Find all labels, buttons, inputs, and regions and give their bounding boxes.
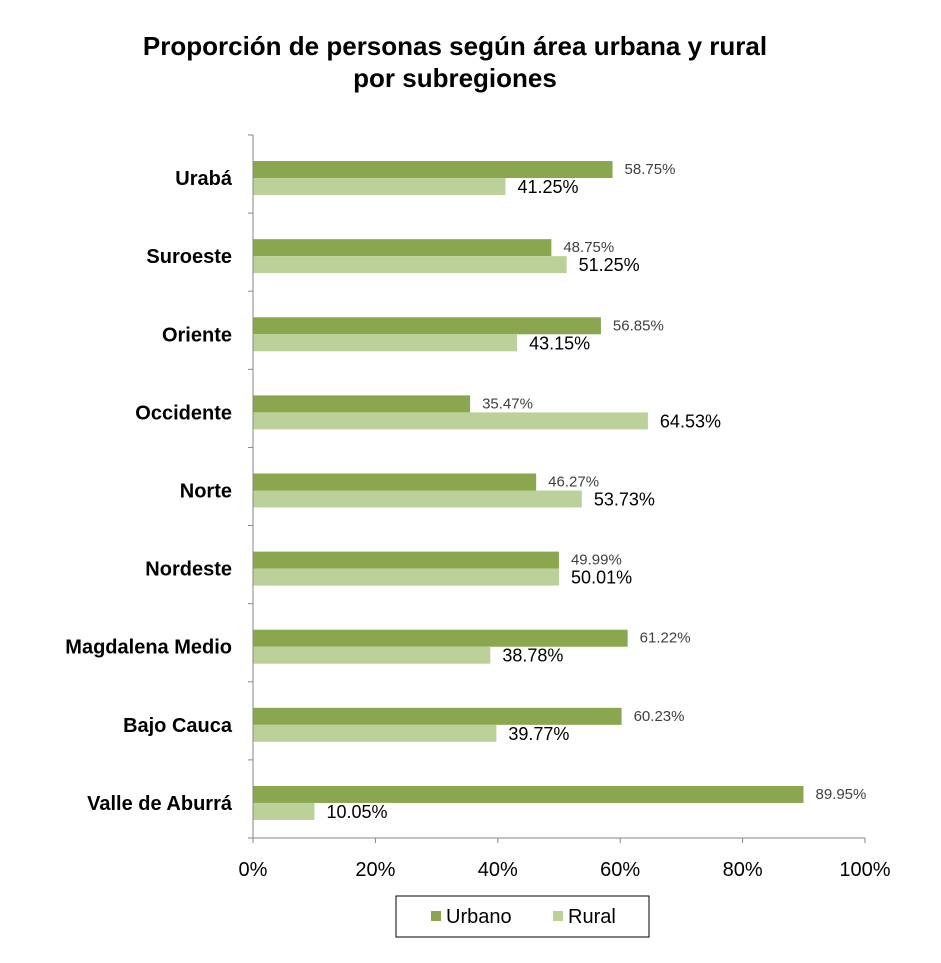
bar-rural xyxy=(253,568,560,586)
data-label-rural: 53.73% xyxy=(594,490,655,510)
legend-swatch-rural xyxy=(553,911,563,921)
legend-label-rural: Rural xyxy=(568,906,616,928)
bar-rural xyxy=(253,178,506,196)
bar-urbano xyxy=(253,707,622,725)
bar-rural xyxy=(253,256,567,274)
bar-rural xyxy=(253,334,518,352)
bar-urbano xyxy=(253,161,613,179)
bar-urbano xyxy=(253,629,628,647)
category-label: Valle de Aburrá xyxy=(87,793,233,815)
bar-rural xyxy=(253,724,497,742)
legend-swatch-urbano xyxy=(431,911,441,921)
chart-title-line-2: por subregiones xyxy=(353,63,557,93)
data-label-rural: 10.05% xyxy=(327,802,388,822)
data-label-rural: 43.15% xyxy=(529,333,590,353)
data-label-rural: 51.25% xyxy=(579,255,640,275)
data-label-urbano: 35.47% xyxy=(482,395,533,412)
legend-label-urbano: Urbano xyxy=(446,906,512,928)
x-tick-label: 100% xyxy=(839,859,890,881)
category-label: Bajo Cauca xyxy=(123,715,233,737)
category-label: Magdalena Medio xyxy=(65,637,232,659)
x-tick-label: 20% xyxy=(355,859,395,881)
data-label-urbano: 46.27% xyxy=(548,474,599,491)
data-label-rural: 50.01% xyxy=(571,568,632,588)
chart-title-line-1: Proporción de personas según área urbana… xyxy=(143,31,767,61)
category-label: Norte xyxy=(180,481,232,503)
category-label: Occidente xyxy=(135,402,232,424)
bar-urbano xyxy=(253,239,552,257)
legend: Urbano Rural xyxy=(395,895,650,938)
legend-box xyxy=(395,895,650,938)
data-label-urbano: 56.85% xyxy=(613,317,664,334)
category-label: Nordeste xyxy=(145,559,232,581)
data-label-rural: 64.53% xyxy=(660,411,721,431)
data-label-urbano: 61.22% xyxy=(640,630,691,647)
bar-rural xyxy=(253,646,491,664)
bar-urbano xyxy=(253,317,601,335)
category-label: Urabá xyxy=(175,168,233,190)
x-tick-label: 0% xyxy=(239,859,268,881)
x-tick-label: 40% xyxy=(478,859,518,881)
category-label: Suroeste xyxy=(146,246,232,268)
bar-rural xyxy=(253,802,315,820)
data-label-urbano: 60.23% xyxy=(634,708,685,725)
bar-urbano xyxy=(253,473,537,491)
bar-rural xyxy=(253,490,582,508)
bar-rural xyxy=(253,412,648,430)
data-label-urbano: 58.75% xyxy=(625,161,676,178)
x-tick-label: 60% xyxy=(600,859,640,881)
bar-urbano xyxy=(253,785,804,803)
plot-area: 58.75% 41.25% Urabá 48.75%51.25% Suroeste 56.… xyxy=(65,134,891,881)
category-label: Oriente xyxy=(162,324,232,346)
bar-urbano xyxy=(253,551,559,569)
data-label-urbano: 89.95% xyxy=(815,786,866,803)
bar-urbano xyxy=(253,395,471,413)
data-label-rural: 39.77% xyxy=(508,724,569,744)
data-label-urbano: 48.75% xyxy=(563,239,614,256)
data-label-rural: 38.78% xyxy=(502,646,563,666)
data-label-urbano: 49.99% xyxy=(571,552,622,569)
x-tick-label: 80% xyxy=(723,859,763,881)
data-label-rural: 41.25% xyxy=(517,177,578,197)
